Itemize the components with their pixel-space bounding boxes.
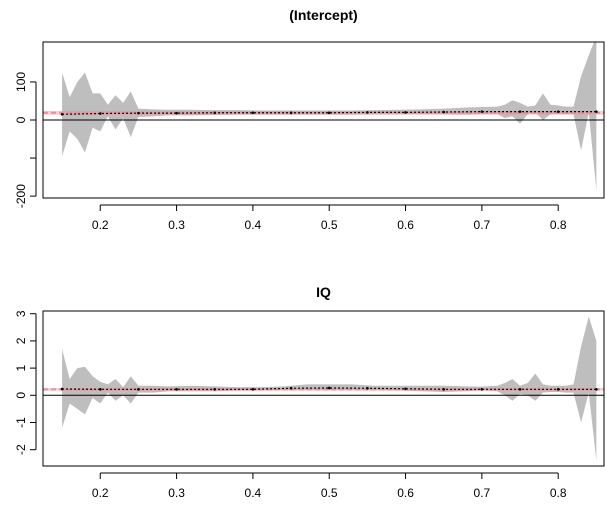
quantile-estimate-point	[327, 386, 331, 390]
x-tick-label: 0.4	[245, 218, 262, 232]
quantile-estimate-point	[289, 386, 293, 390]
quantile-estimate-line	[62, 111, 597, 115]
quantile-estimate-point	[60, 112, 64, 116]
plot-area	[43, 42, 604, 191]
quantile-estimate-point	[175, 388, 178, 391]
quantile-estimate-point	[289, 111, 293, 115]
y-tick-label: 0	[14, 392, 28, 399]
panel-title: (Intercept)	[289, 7, 357, 23]
quantile-estimate-point	[595, 110, 598, 113]
plot-box	[42, 41, 605, 199]
x-tick-label: 0.4	[245, 486, 262, 500]
quantile-estimate-point	[98, 112, 102, 115]
x-axis: 0.2 0.3 0.4 0.5 0.6 0.7 0.8	[92, 204, 567, 232]
y-tick-label: 1	[14, 364, 28, 371]
quantile-estimate-point	[595, 388, 598, 391]
quantile-estimate-point	[251, 111, 255, 115]
x-tick-label: 0.8	[550, 218, 567, 232]
y-axis: -2 -1 0 1 2 3	[14, 310, 37, 455]
x-tick-label: 0.7	[474, 218, 491, 232]
quantile-estimate-point	[137, 111, 140, 115]
y-tick-label: 100	[14, 72, 28, 92]
x-tick-label: 0.8	[550, 486, 567, 500]
quantile-estimate-point	[213, 111, 217, 115]
quantile-estimate-point	[213, 388, 217, 391]
plot-box	[42, 310, 605, 467]
intercept-panel: (Intercept) 0.2 0.3 0.4 0.5 0.6 0.7 0.8 -200 0 100	[14, 7, 605, 232]
y-tick-label: -200	[14, 184, 28, 208]
x-tick-label: 0.5	[321, 486, 338, 500]
panel-title: IQ	[316, 284, 331, 300]
quantile-estimate-point	[404, 111, 407, 114]
quantile-estimate-point	[518, 110, 522, 113]
quantile-estimate-point	[98, 388, 102, 391]
x-tick-label: 0.7	[474, 486, 491, 500]
x-tick-label: 0.3	[168, 486, 185, 500]
x-tick-label: 0.6	[397, 486, 414, 500]
quantile-estimate-point	[327, 111, 331, 115]
quantile-estimate-point	[518, 388, 522, 391]
x-tick-label: 0.3	[168, 218, 185, 232]
quantile-estimate-point	[556, 110, 560, 113]
plot-area	[43, 316, 604, 461]
quantile-estimate-point	[60, 387, 64, 391]
quantile-estimate-point	[175, 111, 178, 115]
y-tick-label: 0	[14, 116, 28, 123]
x-tick-label: 0.6	[397, 218, 414, 232]
quantile-estimate-point	[366, 111, 369, 114]
quantile-estimate-point	[404, 387, 407, 391]
y-axis: -200 0 100	[14, 72, 37, 208]
x-axis: 0.2 0.3 0.4 0.5 0.6 0.7 0.8	[92, 472, 567, 500]
quantile-estimate-point	[556, 388, 560, 391]
y-tick-label: 2	[14, 337, 28, 344]
iq-panel: IQ 0.2 0.3 0.4 0.5 0.6 0.7 0.8 -2 -1 0 1 2 3	[14, 284, 605, 500]
x-tick-label: 0.2	[92, 486, 109, 500]
quantile-estimate-point	[442, 388, 446, 391]
x-tick-label: 0.5	[321, 218, 338, 232]
quantile-estimate-point	[366, 386, 369, 390]
quantile-estimate-point	[480, 110, 484, 113]
y-tick-label: -1	[14, 417, 28, 428]
quantile-estimate-point	[480, 388, 484, 391]
y-tick-label: -2	[14, 444, 28, 455]
y-tick-label: 3	[14, 310, 28, 317]
quantile-estimate-point	[137, 388, 140, 391]
quantile-estimate-point	[251, 388, 255, 391]
quantile-estimate-line	[62, 387, 597, 390]
quantile-estimate-point	[442, 110, 446, 114]
x-tick-label: 0.2	[92, 218, 109, 232]
